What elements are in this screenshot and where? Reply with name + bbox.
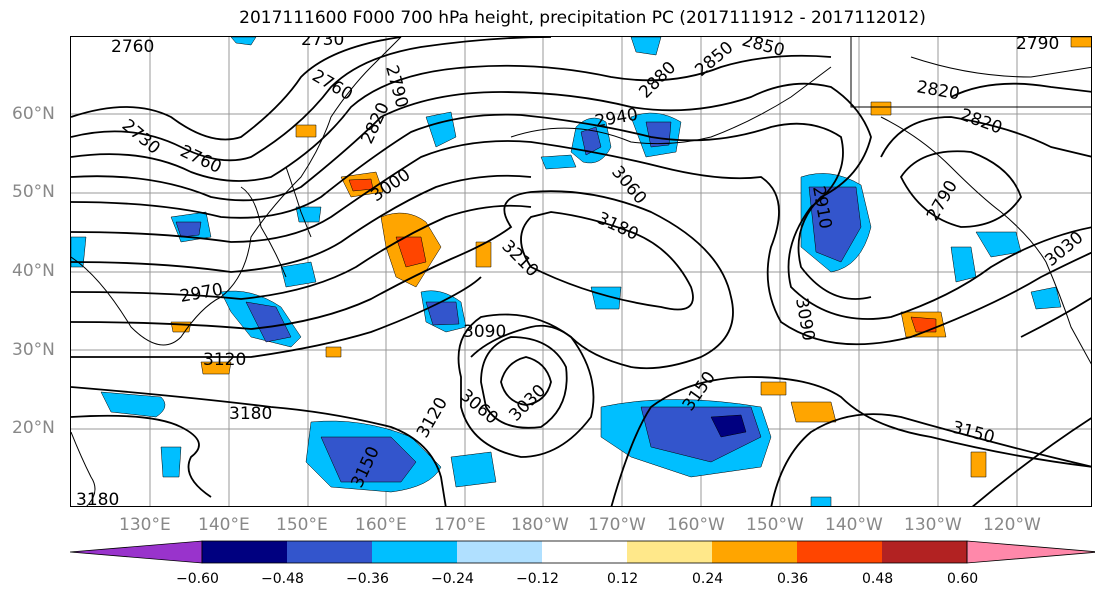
colorbar-tick: 0.36 bbox=[777, 571, 809, 587]
lon-label-180w: 180°W bbox=[511, 515, 569, 535]
colorbar bbox=[69, 540, 1100, 568]
colorbar-segment bbox=[542, 541, 627, 563]
colorbar-frame bbox=[201, 540, 968, 564]
colorbar-tick: 0.60 bbox=[947, 571, 979, 587]
lon-label-160e: 160°E bbox=[355, 515, 407, 535]
contour-label: 2820 bbox=[915, 77, 961, 104]
colorbar-tick: 0.48 bbox=[862, 571, 894, 587]
colorbar-tick: −0.12 bbox=[516, 571, 559, 587]
lat-label-40n: 40°N bbox=[12, 261, 55, 281]
contour-label: 3090 bbox=[791, 296, 818, 342]
colorbar-tick: 0.12 bbox=[607, 571, 639, 587]
contour-label: 3180 bbox=[229, 404, 272, 424]
colorbar-segment bbox=[457, 541, 542, 563]
coastlines bbox=[71, 37, 1091, 506]
colorbar-segment bbox=[202, 541, 287, 563]
colorbar-extension-high bbox=[966, 540, 1100, 564]
contour-label: 2730 bbox=[301, 37, 344, 50]
colorbar-segment bbox=[797, 541, 882, 563]
contour-label: 3120 bbox=[413, 394, 452, 441]
contour-label: 2730 bbox=[118, 116, 164, 159]
contour-label: 3180 bbox=[594, 208, 642, 244]
lon-label-170e: 170°E bbox=[434, 515, 486, 535]
colorbar-extension-low bbox=[69, 540, 203, 564]
colorbar-segment bbox=[627, 541, 712, 563]
precip-negative-patches bbox=[71, 37, 1062, 506]
colorbar-svg bbox=[69, 540, 1100, 564]
colorbar-segment bbox=[882, 541, 967, 563]
contour-label: 2820 bbox=[957, 105, 1004, 139]
lon-label-120w: 120°W bbox=[983, 515, 1041, 535]
colorbar-segment bbox=[712, 541, 797, 563]
colorbar-tick: −0.48 bbox=[261, 571, 304, 587]
colorbar-tick: −0.36 bbox=[346, 571, 389, 587]
precip-positive-patches bbox=[170, 37, 1091, 478]
contour-label: 2940 bbox=[593, 105, 639, 132]
contour-label: 2790 bbox=[923, 177, 962, 224]
map-title: 2017111600 F000 700 hPa height, precipit… bbox=[239, 8, 926, 28]
colorbar-tick: −0.60 bbox=[176, 571, 219, 587]
colorbar-segment bbox=[287, 541, 372, 563]
contour-label: 3000 bbox=[367, 165, 414, 206]
contour-label: 3120 bbox=[203, 350, 246, 370]
map-panel: 2760 2730 2760 2790 2850 2790 2730 2760 … bbox=[70, 36, 1092, 507]
colorbar-tick: 0.24 bbox=[692, 571, 724, 587]
lon-label-140e: 140°E bbox=[198, 515, 250, 535]
contour-label: 2820 bbox=[357, 99, 393, 147]
lat-label-30n: 30°N bbox=[12, 340, 55, 360]
contour-label: 2760 bbox=[111, 37, 154, 57]
contour-label: 3060 bbox=[456, 386, 502, 429]
contour-label: 3090 bbox=[463, 322, 506, 342]
lat-label-20n: 20°N bbox=[12, 418, 55, 438]
lon-label-130e: 130°E bbox=[119, 515, 171, 535]
lon-label-170w: 170°W bbox=[588, 515, 646, 535]
lon-label-140w: 140°W bbox=[825, 515, 883, 535]
contour-label: 2850 bbox=[691, 38, 737, 81]
lon-label-150w: 150°W bbox=[746, 515, 804, 535]
lon-label-150e: 150°E bbox=[276, 515, 328, 535]
contour-label: 2970 bbox=[178, 280, 224, 307]
contour-label: 3180 bbox=[76, 490, 119, 507]
contour-label: 2760 bbox=[177, 141, 225, 177]
contour-label: 2790 bbox=[1016, 37, 1059, 54]
contour-label: 3210 bbox=[497, 236, 542, 281]
lon-label-130w: 130°W bbox=[904, 515, 962, 535]
contour-label: 3060 bbox=[607, 162, 650, 208]
colorbar-segment bbox=[372, 541, 457, 563]
lat-label-60n: 60°N bbox=[12, 104, 55, 124]
lon-label-160w: 160°W bbox=[667, 515, 725, 535]
height-contours bbox=[71, 37, 1091, 506]
lat-label-50n: 50°N bbox=[12, 182, 55, 202]
colorbar-tick: −0.24 bbox=[431, 571, 474, 587]
map-svg: 2760 2730 2760 2790 2850 2790 2730 2760 … bbox=[71, 37, 1091, 507]
